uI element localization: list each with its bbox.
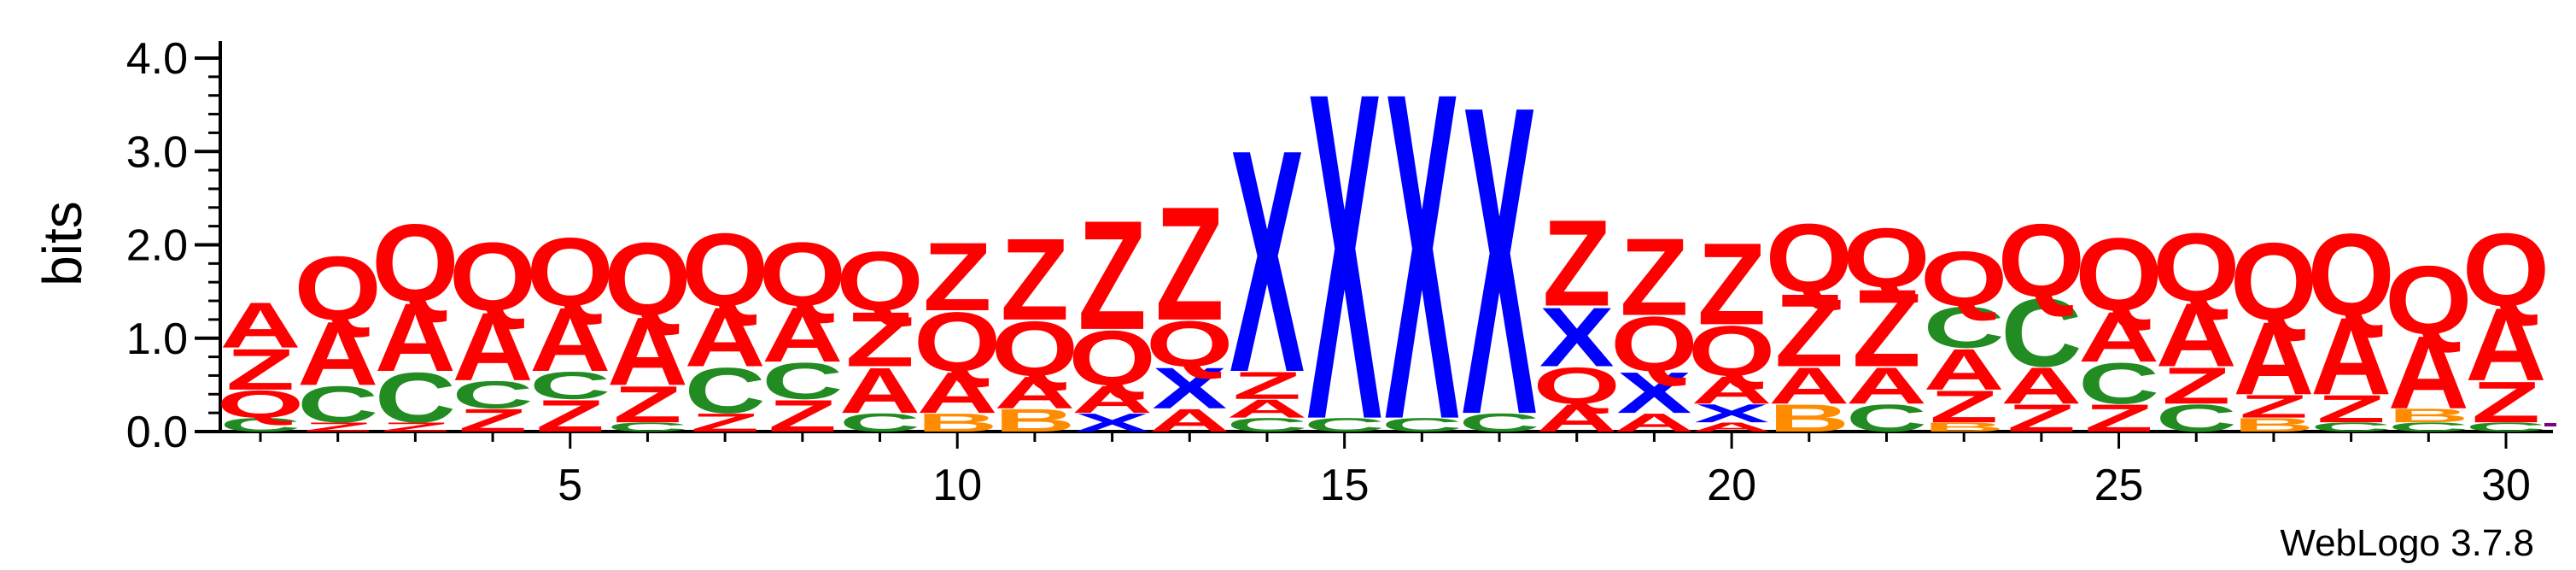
- logo-stack-16: CX: [1381, 0, 1463, 517]
- logo-stack-14: CAZX: [1226, 85, 1307, 439]
- logo-letter-Z: Z: [1001, 215, 1069, 345]
- y-tick-label: 0.0: [126, 408, 188, 457]
- logo-letter-Q: Q: [2075, 216, 2162, 332]
- y-axis-label: bits: [32, 201, 93, 286]
- logo-letter-X: X: [1307, 0, 1382, 517]
- logo-letter-Q: Q: [2307, 210, 2394, 340]
- y-axis: 0.0 1.0 2.0 3.0 4.0: [126, 34, 220, 457]
- logo-letter-A: A: [219, 289, 301, 361]
- logo-stack-13: AXQZ: [1146, 173, 1233, 438]
- x-tick-label: 25: [2094, 461, 2144, 510]
- y-tick-label: 4.0: [126, 34, 188, 84]
- logo-letter-Q: Q: [1766, 204, 1853, 313]
- logo-letter-Q: Q: [681, 211, 768, 327]
- logo-letter-Q: Q: [527, 219, 614, 327]
- logo-stack-5: ZCAQ: [527, 219, 614, 442]
- logo-stack-4: ZCAQ: [449, 223, 536, 438]
- logo-letter-Q: Q: [371, 201, 459, 324]
- x-tick-label: 20: [1707, 461, 1756, 510]
- logo-letter-Z: Z: [923, 223, 991, 332]
- logo-letter-Q: Q: [449, 223, 536, 332]
- logo-letter-Q: Q: [1843, 211, 1930, 305]
- logo-letter-X: X: [1384, 0, 1459, 517]
- logo-letter-Q: Q: [1920, 235, 2007, 321]
- logo-letter-Z: Z: [1543, 195, 1611, 332]
- logo-stack-22: CAZQ: [1843, 211, 1930, 440]
- logo-letter-Z: Z: [1078, 188, 1146, 362]
- logo-letter-Q: Q: [2230, 220, 2317, 343]
- x-tick-label: 30: [2481, 461, 2531, 510]
- logo-letter-Q: Q: [759, 224, 846, 325]
- logo-stack-26: CZAQ: [2153, 214, 2240, 439]
- logo-stack-24: ZACQ: [1998, 202, 2085, 439]
- logo-letter-Q: Q: [294, 238, 381, 339]
- logo-letter-Q: Q: [604, 220, 691, 337]
- x-tick-label: 10: [932, 461, 982, 510]
- weblogo-version-note: WebLogo 3.7.8: [2280, 522, 2534, 564]
- logo-letter-Q: Q: [836, 234, 923, 328]
- logo-stacks: CQZAZCAQZCAQZCAQZCAQCZAQZCAQZCAQCAZQBAQZ…: [217, 0, 2556, 517]
- y-tick-label: 1.0: [126, 314, 188, 364]
- logo-stack-15: CX: [1304, 0, 1385, 517]
- logo-letter-Z: Z: [1155, 173, 1224, 355]
- logo-letter-Q: Q: [2462, 211, 2550, 327]
- logo-letter-X: X: [1230, 85, 1305, 439]
- logo-letter-Z: Z: [1620, 215, 1688, 338]
- logo-letter-Q: Q: [2153, 214, 2240, 322]
- x-tick-label: 5: [558, 461, 582, 510]
- logo-stack-10: BAQZ: [914, 223, 1001, 437]
- logo-letter-X: X: [1462, 14, 1537, 507]
- logo-stack-23: BZACQ: [1920, 235, 2007, 434]
- logo-letter-Q: Q: [2385, 247, 2472, 356]
- logo-letter-Z: Z: [1697, 220, 1766, 350]
- y-tick-label: 3.0: [126, 127, 188, 177]
- logo-stack-17: CX: [1459, 14, 1540, 507]
- y-tick-label: 2.0: [126, 221, 188, 271]
- trailing-mark: [2544, 423, 2556, 426]
- logo-stack-8: ZCAQ: [759, 224, 846, 441]
- logo-letter-Q: Q: [1998, 202, 2085, 318]
